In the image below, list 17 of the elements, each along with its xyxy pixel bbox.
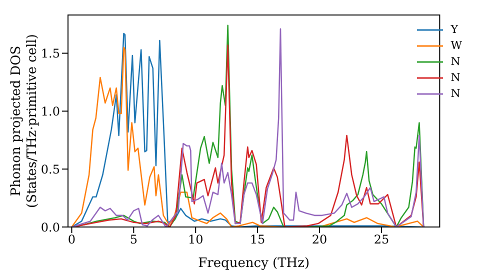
legend-label: N xyxy=(450,54,460,70)
y-tick-label: 1.0 xyxy=(40,104,60,118)
legend-label: N xyxy=(450,86,460,102)
y-tick-label: 0.5 xyxy=(40,162,60,176)
x-tick-label: 10 xyxy=(188,232,204,247)
legend-label: N xyxy=(450,70,460,86)
y-tick-label: 1.5 xyxy=(40,46,60,60)
x-axis-title: Frequency (THz) xyxy=(198,256,310,271)
x-tick-label: 15 xyxy=(250,232,266,247)
x-tick-label: 0 xyxy=(68,232,76,247)
x-tick-label: 25 xyxy=(374,232,390,247)
x-tick-label: 20 xyxy=(312,232,328,247)
legend-label: Y xyxy=(450,22,458,38)
y-tick-label: 0.0 xyxy=(40,220,60,234)
y-axis-title: Phonon projected DOS (States/THz·primitive cell) xyxy=(9,34,40,208)
x-tick-label: 5 xyxy=(130,232,138,247)
legend-label: W xyxy=(450,38,462,54)
